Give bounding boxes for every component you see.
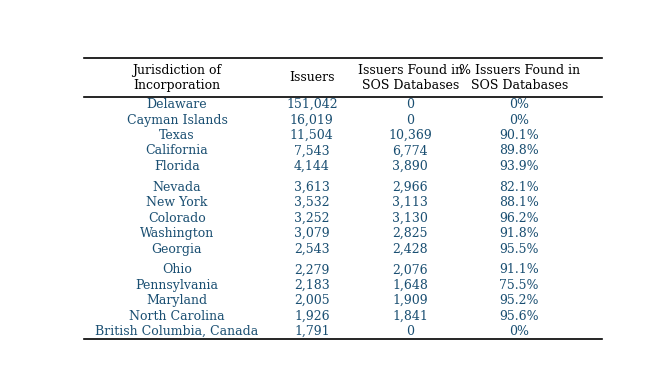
Text: Issuers Found in
SOS Databases: Issuers Found in SOS Databases bbox=[358, 64, 463, 91]
Text: 3,532: 3,532 bbox=[294, 196, 330, 209]
Text: New York: New York bbox=[147, 196, 207, 209]
Text: 3,130: 3,130 bbox=[392, 212, 428, 225]
Text: 1,909: 1,909 bbox=[393, 294, 428, 307]
Text: 3,079: 3,079 bbox=[294, 227, 330, 240]
Text: 151,042: 151,042 bbox=[286, 98, 338, 111]
Text: Nevada: Nevada bbox=[153, 181, 201, 194]
Text: Cayman Islands: Cayman Islands bbox=[126, 113, 227, 127]
Text: North Carolina: North Carolina bbox=[129, 310, 225, 323]
Text: % Issuers Found in
SOS Databases: % Issuers Found in SOS Databases bbox=[458, 64, 580, 91]
Text: 3,613: 3,613 bbox=[294, 181, 330, 194]
Text: 11,504: 11,504 bbox=[290, 129, 334, 142]
Text: 6,774: 6,774 bbox=[393, 144, 428, 157]
Text: 1,648: 1,648 bbox=[392, 279, 428, 292]
Text: 7,543: 7,543 bbox=[294, 144, 330, 157]
Text: 0: 0 bbox=[406, 98, 414, 111]
Text: 2,183: 2,183 bbox=[294, 279, 330, 292]
Text: 3,252: 3,252 bbox=[294, 212, 330, 225]
Text: 2,428: 2,428 bbox=[393, 242, 428, 256]
Text: 3,113: 3,113 bbox=[392, 196, 428, 209]
Text: Texas: Texas bbox=[159, 129, 195, 142]
Text: 2,543: 2,543 bbox=[294, 242, 330, 256]
Text: 2,825: 2,825 bbox=[393, 227, 428, 240]
Text: 4,144: 4,144 bbox=[294, 160, 330, 173]
Text: 2,279: 2,279 bbox=[294, 263, 329, 276]
Text: 3,890: 3,890 bbox=[393, 160, 428, 173]
Text: 82.1%: 82.1% bbox=[499, 181, 539, 194]
Text: 0%: 0% bbox=[509, 98, 529, 111]
Text: Colorado: Colorado bbox=[148, 212, 206, 225]
Text: Jurisdiction of
Incorporation: Jurisdiction of Incorporation bbox=[132, 64, 221, 91]
Text: 89.8%: 89.8% bbox=[499, 144, 539, 157]
Text: California: California bbox=[146, 144, 208, 157]
Text: 0: 0 bbox=[406, 325, 414, 338]
Text: 10,369: 10,369 bbox=[389, 129, 432, 142]
Text: 75.5%: 75.5% bbox=[499, 279, 539, 292]
Text: Washington: Washington bbox=[140, 227, 214, 240]
Text: 0: 0 bbox=[406, 113, 414, 127]
Text: 1,791: 1,791 bbox=[294, 325, 330, 338]
Text: 95.5%: 95.5% bbox=[499, 242, 539, 256]
Text: 95.2%: 95.2% bbox=[499, 294, 539, 307]
Text: Georgia: Georgia bbox=[152, 242, 202, 256]
Text: Delaware: Delaware bbox=[147, 98, 207, 111]
Text: 16,019: 16,019 bbox=[290, 113, 334, 127]
Text: 1,841: 1,841 bbox=[392, 310, 428, 323]
Text: 1,926: 1,926 bbox=[294, 310, 330, 323]
Text: Florida: Florida bbox=[154, 160, 200, 173]
Text: 0%: 0% bbox=[509, 113, 529, 127]
Text: Maryland: Maryland bbox=[147, 294, 207, 307]
Text: 91.8%: 91.8% bbox=[499, 227, 539, 240]
Text: 2,076: 2,076 bbox=[393, 263, 428, 276]
Text: British Columbia, Canada: British Columbia, Canada bbox=[95, 325, 259, 338]
Text: Ohio: Ohio bbox=[162, 263, 192, 276]
Text: 2,966: 2,966 bbox=[393, 181, 428, 194]
Text: 96.2%: 96.2% bbox=[499, 212, 539, 225]
Text: 91.1%: 91.1% bbox=[499, 263, 539, 276]
Text: 2,005: 2,005 bbox=[294, 294, 330, 307]
Text: 0%: 0% bbox=[509, 325, 529, 338]
Text: Pennsylvania: Pennsylvania bbox=[135, 279, 219, 292]
Text: 93.9%: 93.9% bbox=[499, 160, 539, 173]
Text: 95.6%: 95.6% bbox=[499, 310, 539, 323]
Text: 88.1%: 88.1% bbox=[499, 196, 539, 209]
Text: Issuers: Issuers bbox=[289, 71, 334, 84]
Text: 90.1%: 90.1% bbox=[499, 129, 539, 142]
